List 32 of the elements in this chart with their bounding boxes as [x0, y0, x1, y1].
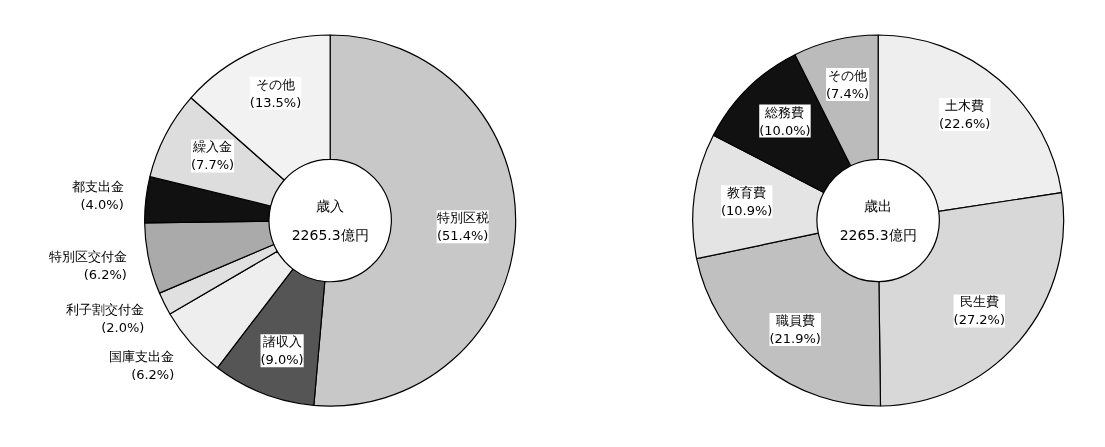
slice-label: 教育費 — [727, 185, 767, 201]
text: 歳出 — [864, 197, 893, 214]
data-label: (6.2%) — [131, 366, 175, 382]
slice-label: 利子割交付金 — [66, 302, 145, 318]
data-label: (7.4%) — [826, 86, 870, 102]
slice-label: 土木費 — [945, 98, 985, 114]
slice-label: 特別区交付金 — [48, 249, 127, 265]
data-label: (10.0%) — [759, 122, 811, 138]
slice-label: 諸収入 — [262, 334, 302, 350]
slice-label: 都支出金 — [71, 179, 124, 195]
data-label: (2.0%) — [101, 320, 145, 336]
data-label: (4.0%) — [80, 197, 124, 213]
data-label: (13.5%) — [249, 94, 302, 110]
text: 2265.3億円 — [839, 227, 917, 244]
text: 歳入 — [316, 197, 345, 214]
slice-label: その他 — [828, 68, 868, 84]
data-label: (27.2%) — [953, 312, 1006, 328]
slice-label: その他 — [256, 76, 296, 92]
data-label: (21.9%) — [769, 331, 821, 347]
data-label: (22.6%) — [938, 116, 991, 132]
slice-label: 民生費 — [959, 294, 999, 310]
slice-label: 総務費 — [764, 104, 805, 120]
slice-label: 繰入金 — [192, 139, 233, 155]
data-label: (9.0%) — [260, 352, 304, 368]
text: 2265.3億円 — [291, 227, 369, 244]
data-label: (51.4%) — [436, 228, 489, 244]
slice-label: 国庫支出金 — [109, 348, 175, 364]
data-label: (10.9%) — [721, 203, 773, 219]
slice-label: 特別区税 — [436, 210, 489, 226]
data-label: (6.2%) — [83, 267, 127, 283]
slice-label: 職員費 — [775, 313, 815, 329]
data-label: (7.7%) — [190, 157, 235, 173]
